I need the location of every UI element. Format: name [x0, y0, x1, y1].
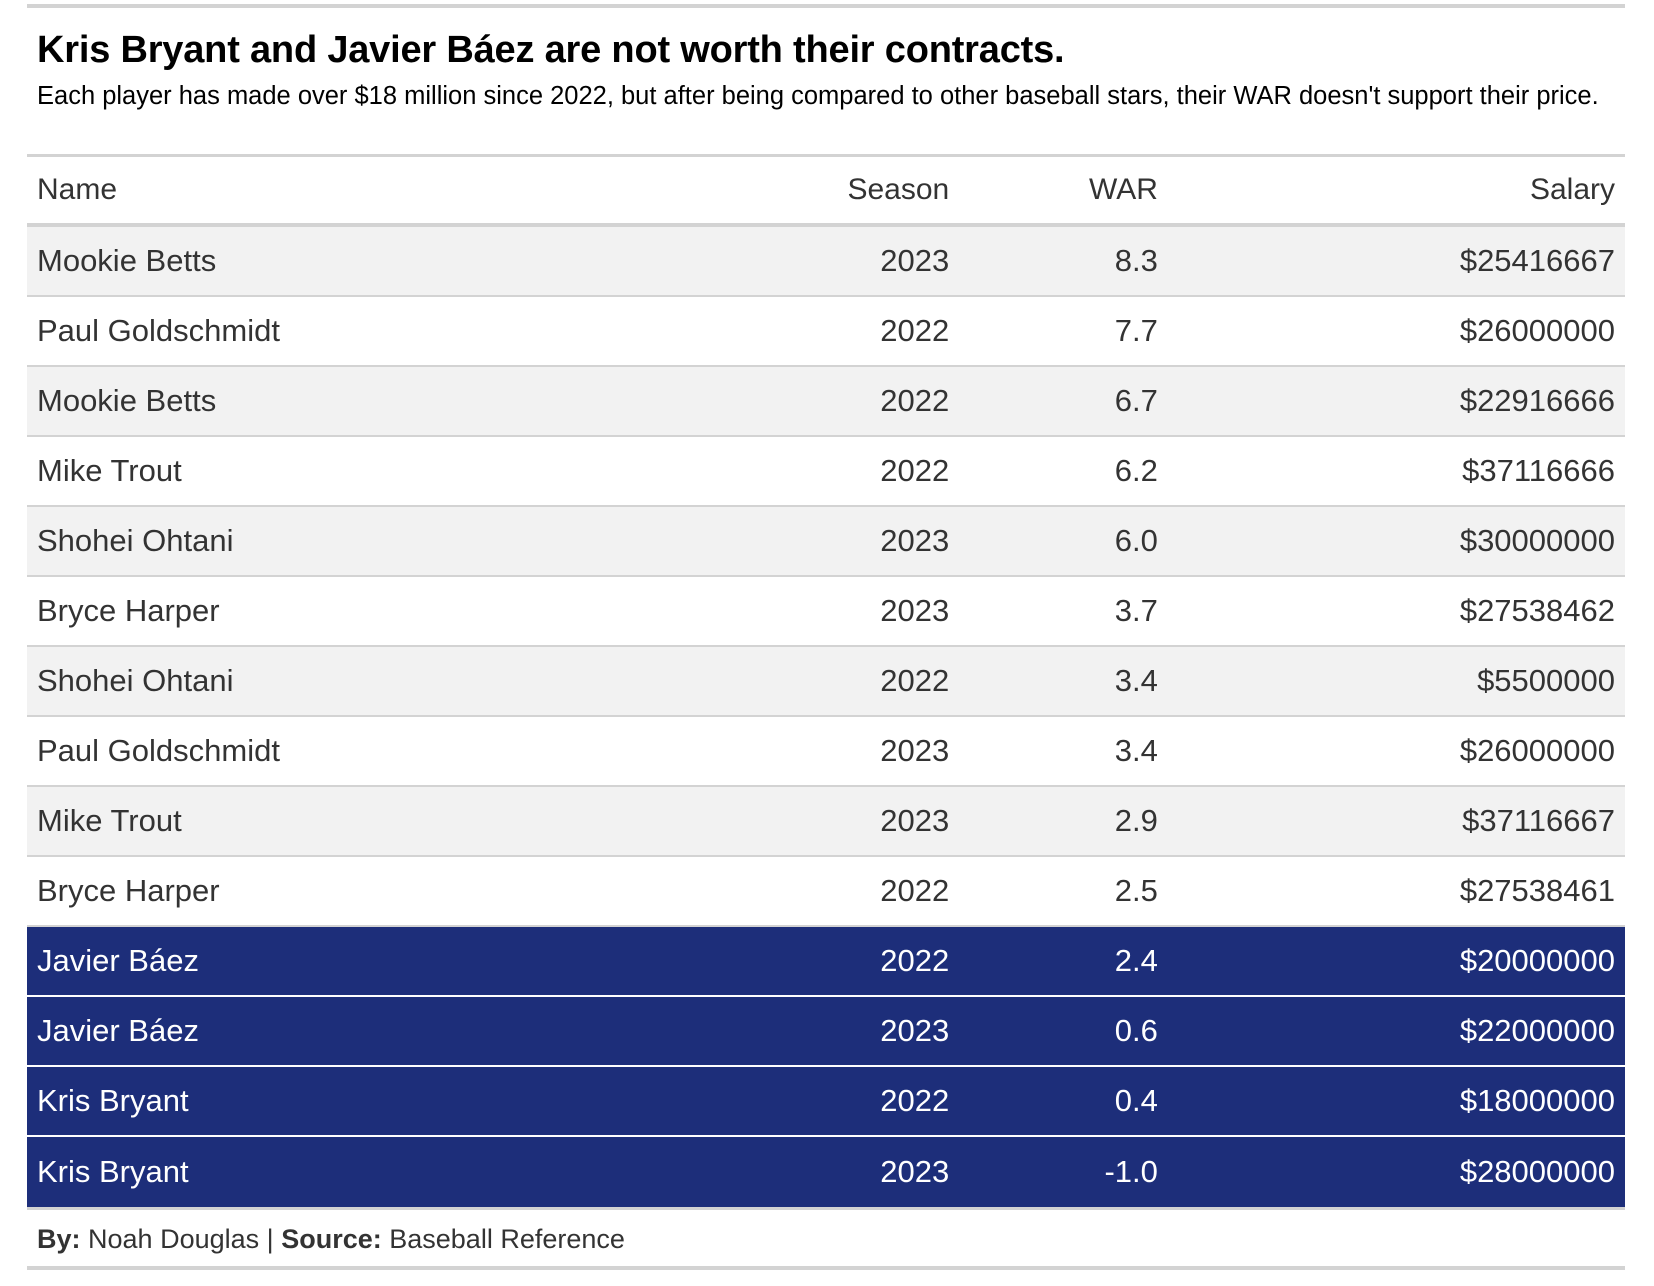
cell-name: Mike Trout	[37, 803, 182, 838]
cell-name: Paul Goldschmidt	[37, 733, 280, 768]
cell-season: 2022	[880, 943, 950, 978]
cell-season: 2023	[880, 733, 950, 768]
table-row: Paul Goldschmidt 2023 3.4 $26000000	[27, 717, 1625, 787]
cell-war: 6.0	[1114, 523, 1158, 558]
table-row: Shohei Ohtani 2023 6.0 $30000000	[27, 507, 1625, 577]
cell-name: Mookie Betts	[37, 383, 217, 418]
top-rule	[27, 4, 1625, 8]
column-header-season[interactable]: Season	[847, 173, 950, 206]
cell-name: Mike Trout	[37, 453, 182, 488]
cell-season: 2023	[880, 523, 950, 558]
table-row-highlighted: Kris Bryant 2022 0.4 $18000000	[27, 1067, 1625, 1137]
data-table: Kris Bryant and Javier Báez are not wort…	[27, 4, 1625, 1270]
footer-rule	[27, 1266, 1625, 1270]
cell-salary: $20000000	[1459, 943, 1615, 978]
cell-season: 2023	[880, 593, 950, 628]
header-rule	[27, 154, 1625, 157]
cell-war: 6.2	[1114, 453, 1158, 488]
cell-season: 2022	[880, 313, 950, 348]
table-row: Mookie Betts 2022 6.7 $22916666	[27, 367, 1625, 437]
cell-salary: $27538462	[1459, 593, 1615, 628]
cell-war: 0.6	[1114, 1013, 1158, 1048]
cell-name: Paul Goldschmidt	[37, 313, 280, 348]
cell-war: 0.4	[1114, 1083, 1158, 1118]
footer-source: Baseball Reference	[389, 1224, 625, 1254]
cell-season: 2022	[880, 1083, 950, 1118]
cell-war: 3.4	[1114, 733, 1158, 768]
cell-salary: $22000000	[1459, 1013, 1615, 1048]
table-row-highlighted: Javier Báez 2023 0.6 $22000000	[27, 997, 1625, 1067]
table-row: Bryce Harper 2022 2.5 $27538461	[27, 857, 1625, 927]
cell-season: 2023	[880, 243, 950, 278]
cell-season: 2022	[880, 453, 950, 488]
cell-salary: $18000000	[1459, 1083, 1615, 1118]
footer-source-label: Source:	[281, 1224, 382, 1254]
cell-salary: $27538461	[1459, 873, 1615, 908]
cell-season: 2023	[880, 803, 950, 838]
column-header-war[interactable]: WAR	[1089, 173, 1158, 206]
cell-name: Kris Bryant	[37, 1083, 189, 1118]
table-row: Mike Trout 2022 6.2 $37116666	[27, 437, 1625, 507]
table-row: Bryce Harper 2023 3.7 $27538462	[27, 577, 1625, 647]
cell-salary: $26000000	[1459, 733, 1615, 768]
table-row: Paul Goldschmidt 2022 7.7 $26000000	[27, 297, 1625, 367]
cell-name: Bryce Harper	[37, 593, 220, 628]
cell-salary: $26000000	[1459, 313, 1615, 348]
table-row-highlighted: Javier Báez 2022 2.4 $20000000	[27, 927, 1625, 997]
cell-war: 3.7	[1114, 593, 1158, 628]
column-header-salary[interactable]: Salary	[1529, 173, 1615, 206]
table-subtitle: Each player has made over $18 million si…	[37, 82, 1599, 110]
cell-name: Javier Báez	[37, 943, 199, 978]
cell-season: 2022	[880, 663, 950, 698]
table-body: Mookie Betts 2023 8.3 $25416667 Paul Goldsch…	[27, 227, 1625, 1207]
cell-season: 2022	[880, 383, 950, 418]
cell-season: 2022	[880, 873, 950, 908]
footer-by-label: By:	[37, 1224, 81, 1254]
cell-name: Javier Báez	[37, 1013, 199, 1048]
cell-salary: $37116666	[1462, 453, 1615, 488]
cell-war: 3.4	[1114, 663, 1158, 698]
table-row: Mike Trout 2023 2.9 $37116667	[27, 787, 1625, 857]
column-header-name[interactable]: Name	[37, 173, 118, 206]
cell-name: Bryce Harper	[37, 873, 220, 908]
cell-war: 2.5	[1114, 873, 1158, 908]
table-footer: By: Noah Douglas | Source: Baseball Refe…	[27, 1210, 1625, 1266]
cell-name: Shohei Ohtani	[37, 523, 234, 558]
table-title: Kris Bryant and Javier Báez are not wort…	[37, 29, 1065, 71]
table-row: Shohei Ohtani 2022 3.4 $5500000	[27, 647, 1625, 717]
table-row-highlighted: Kris Bryant 2023 -1.0 $28000000	[27, 1137, 1625, 1207]
cell-name: Kris Bryant	[37, 1154, 189, 1189]
cell-name: Mookie Betts	[37, 243, 217, 278]
cell-name: Shohei Ohtani	[37, 663, 234, 698]
cell-war: 7.7	[1114, 313, 1158, 348]
cell-salary: $37116667	[1462, 803, 1615, 838]
footer-author: Noah Douglas	[88, 1224, 260, 1254]
cell-salary: $22916666	[1459, 383, 1615, 418]
cell-war: 8.3	[1114, 243, 1158, 278]
cell-salary: $25416667	[1459, 243, 1615, 278]
cell-season: 2023	[880, 1154, 950, 1189]
cell-war: 2.9	[1114, 803, 1158, 838]
cell-salary: $30000000	[1459, 523, 1615, 558]
cell-war: -1.0	[1104, 1154, 1158, 1189]
column-header-row: Name Season WAR Salary	[27, 157, 1625, 227]
cell-season: 2023	[880, 1013, 950, 1048]
bottom-rule	[27, 1207, 1625, 1210]
cell-salary: $28000000	[1459, 1154, 1615, 1189]
cell-war: 6.7	[1114, 383, 1158, 418]
table-row: Mookie Betts 2023 8.3 $25416667	[27, 227, 1625, 297]
footer-separator: |	[266, 1224, 274, 1254]
cell-salary: $5500000	[1477, 663, 1615, 698]
cell-war: 2.4	[1114, 943, 1158, 978]
